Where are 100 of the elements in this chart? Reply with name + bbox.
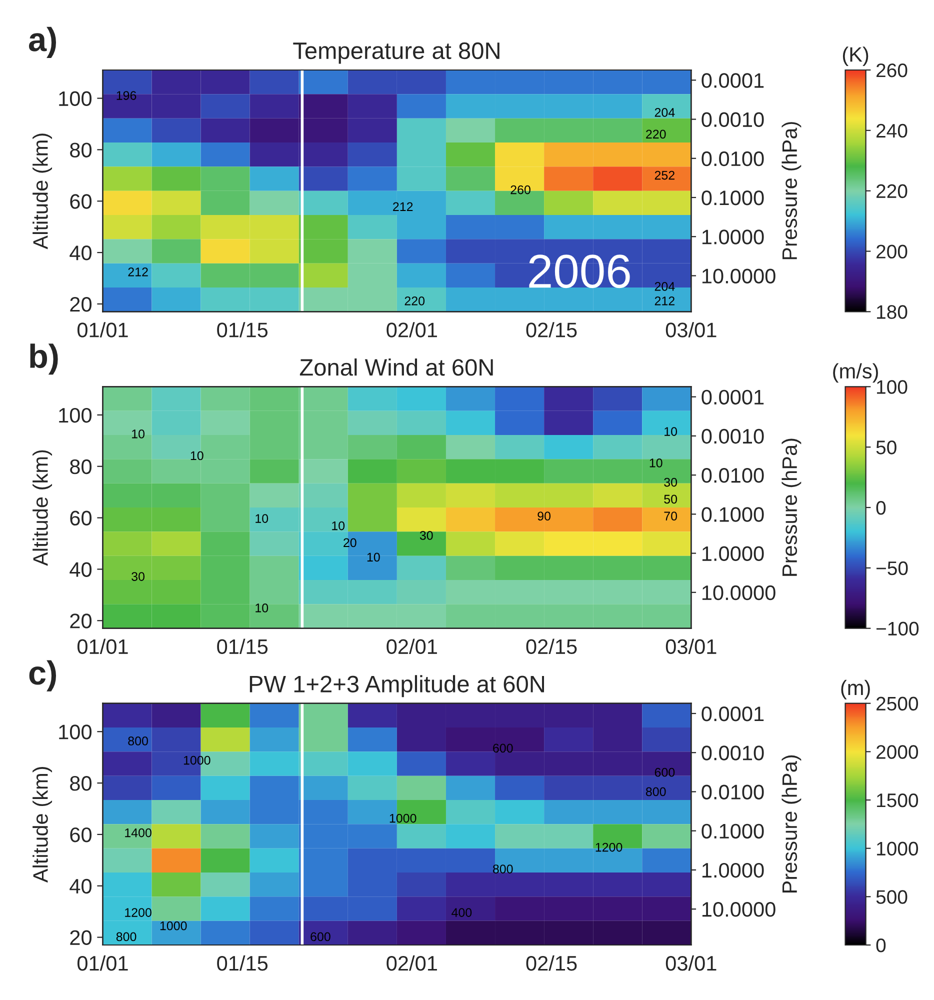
y-tick-label: 40 xyxy=(70,562,92,577)
color-bar-title: (K) xyxy=(842,46,868,66)
y-tick-label: 80 xyxy=(70,776,92,791)
annotation: 204 xyxy=(654,108,675,117)
x-tick-label: 03/01 xyxy=(666,638,716,654)
color-bar-label: 50 xyxy=(876,440,896,454)
color-bar-title: (m) xyxy=(841,680,870,700)
x-tick-label: 02/15 xyxy=(526,955,577,971)
annotation: 400 xyxy=(452,908,472,917)
y-tick-label: 80 xyxy=(70,142,92,158)
x-tick-label: 03/01 xyxy=(666,322,716,338)
y-tick-label: 100 xyxy=(59,91,92,106)
y2-tick-label: 1.0000 xyxy=(702,862,764,878)
annotation: 20 xyxy=(344,538,356,548)
annotation: 2006 xyxy=(529,254,630,288)
x-tick-label: 02/15 xyxy=(526,322,577,338)
y2-tick-label: 0.0100 xyxy=(702,151,764,166)
y2-tick-label: 0.0100 xyxy=(702,468,764,483)
x-tick-label: 01/15 xyxy=(217,322,268,338)
y2-tick-label: 0.0010 xyxy=(702,428,764,444)
annotation: 10 xyxy=(256,604,268,612)
y2-tick-label: 10.0000 xyxy=(702,268,776,284)
y2-axis-title: Pressure (hPa) xyxy=(782,438,802,576)
chart-title: PW 1+2+3 Amplitude at 60N xyxy=(250,675,544,698)
y2-tick-label: 0.1000 xyxy=(702,507,764,522)
y-tick-label: 20 xyxy=(70,614,92,628)
annotation: 212 xyxy=(654,296,674,306)
color-bar-label: 0 xyxy=(876,938,886,952)
y2-tick-label: 0.0010 xyxy=(702,112,764,128)
color-bar-label: 1500 xyxy=(877,793,918,808)
y2-tick-label: 10.0000 xyxy=(702,902,776,917)
color-bar-label: −100 xyxy=(876,622,919,636)
annotation: 196 xyxy=(116,91,136,100)
y-tick-label: 80 xyxy=(70,459,92,474)
annotation: 10 xyxy=(650,458,662,468)
y-axis-title: Altitude (km) xyxy=(32,766,52,883)
color-bar-label: 500 xyxy=(876,890,908,904)
annotation: 30 xyxy=(420,531,433,540)
annotation: 800 xyxy=(128,736,148,746)
y-tick-label: 40 xyxy=(70,878,92,894)
color-bar-label: 220 xyxy=(876,184,908,198)
y-tick-label: 100 xyxy=(59,408,92,423)
annotation: 1200 xyxy=(125,908,152,917)
y2-tick-label: 1.0000 xyxy=(702,230,764,244)
y2-tick-label: 0.0001 xyxy=(702,73,764,88)
y2-axis-title: Pressure (hPa) xyxy=(782,755,802,892)
y-tick-label: 60 xyxy=(70,827,92,842)
color-bar-label: 2000 xyxy=(876,745,918,759)
y-tick-label: 60 xyxy=(70,510,92,526)
annotation: 220 xyxy=(404,296,425,306)
color-bar-label: 180 xyxy=(877,305,908,319)
annotation: 212 xyxy=(128,268,148,276)
annotation: 50 xyxy=(664,494,678,504)
color-bar-label: 0 xyxy=(876,500,886,515)
annotation: 800 xyxy=(492,864,513,874)
y2-tick-label: 0.1000 xyxy=(702,824,764,839)
y-tick-label: 20 xyxy=(70,296,92,312)
y-tick-label: 100 xyxy=(59,724,92,740)
y-axis-title: Altitude (km) xyxy=(32,450,52,566)
annotation: 90 xyxy=(538,512,551,521)
annotation: 252 xyxy=(654,170,674,180)
y2-tick-label: 0.0010 xyxy=(702,746,764,760)
y2-tick-label: 0.0001 xyxy=(702,706,764,722)
y-tick-label: 60 xyxy=(70,194,92,209)
annotation: 600 xyxy=(654,768,675,777)
annotation: 800 xyxy=(116,932,136,942)
annotation: 1000 xyxy=(160,921,187,930)
annotation: 30 xyxy=(132,572,145,581)
y-axis-title: Altitude (km) xyxy=(32,134,52,250)
annotation: 10 xyxy=(664,427,678,436)
x-tick-label: 01/01 xyxy=(77,638,128,654)
annotation: 600 xyxy=(310,932,330,942)
y-tick-label: 40 xyxy=(70,246,92,260)
x-tick-label: 02/01 xyxy=(386,322,437,338)
color-bar-label: 240 xyxy=(876,124,908,138)
annotation: 600 xyxy=(493,744,513,753)
color-bar-label: 260 xyxy=(876,63,908,78)
text: c) xyxy=(29,660,56,692)
annotation: 204 xyxy=(654,282,675,291)
y2-axis-title: Pressure (hPa) xyxy=(782,122,802,260)
y-tick-label: 20 xyxy=(70,930,92,946)
x-tick-label: 02/01 xyxy=(386,638,437,654)
color-bar-label: 200 xyxy=(876,244,908,258)
color-bar-label: 100 xyxy=(877,380,908,394)
y2-tick-label: 0.1000 xyxy=(702,190,764,206)
y2-tick-label: 10.0000 xyxy=(702,585,776,600)
x-tick-label: 02/01 xyxy=(386,955,437,971)
annotation: 220 xyxy=(646,130,666,139)
annotation: 10 xyxy=(190,451,204,460)
text: b) xyxy=(30,344,58,375)
annotation: 10 xyxy=(367,552,380,562)
text: a) xyxy=(29,26,56,58)
x-tick-label: 02/15 xyxy=(526,638,577,654)
annotation: 10 xyxy=(256,514,268,523)
x-tick-label: 01/01 xyxy=(77,955,128,971)
y2-tick-label: 1.0000 xyxy=(702,546,764,562)
annotation: 30 xyxy=(664,478,678,487)
color-bar-label: 1000 xyxy=(877,842,918,856)
color-bar-title: (m/s) xyxy=(833,363,878,383)
annotation: 1400 xyxy=(125,828,152,838)
